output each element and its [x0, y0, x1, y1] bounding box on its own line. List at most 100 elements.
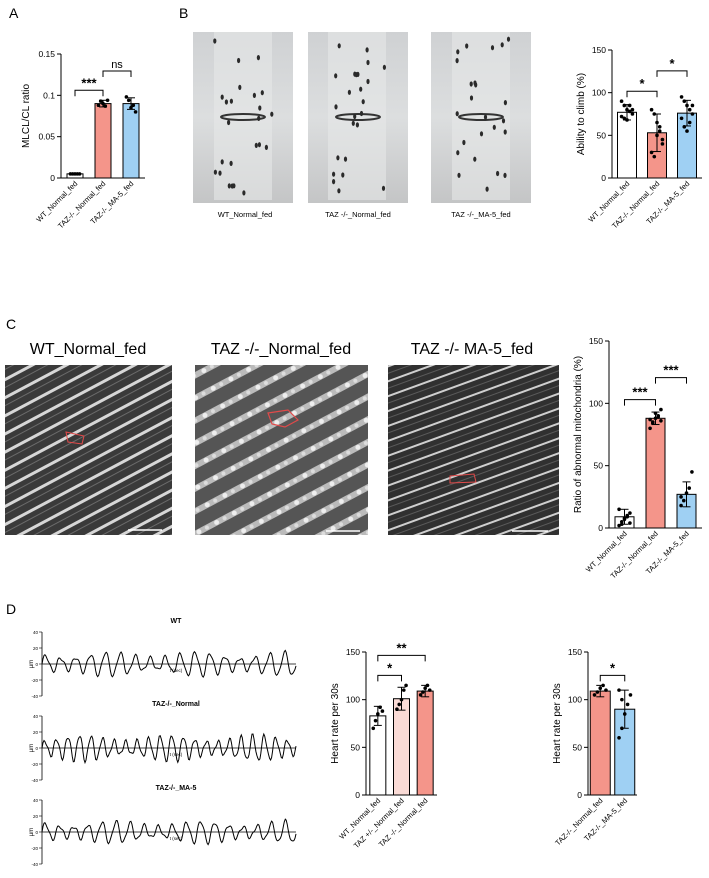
climbing-photo-3 — [431, 32, 531, 203]
data-point — [657, 129, 662, 133]
fly-mark — [469, 81, 473, 87]
data-point — [397, 702, 402, 707]
data-point — [126, 98, 131, 103]
fly-mark — [382, 64, 386, 70]
panel-letter-a: A — [9, 5, 19, 21]
y-tick-label: 150 — [346, 647, 360, 657]
fly-mark — [229, 160, 233, 166]
data-point — [404, 683, 408, 688]
fly-mark — [257, 142, 261, 148]
data-point — [687, 486, 692, 490]
trace-1: WT 40 20 0 -20 -40 μm t (sec) — [29, 618, 297, 699]
y-tick-label: 0 — [598, 523, 603, 533]
data-point — [660, 137, 665, 142]
data-point — [371, 726, 376, 731]
climbing-photo-2 — [308, 32, 408, 203]
fly-mark — [334, 104, 338, 110]
y-axis-label: Heart rate per 30s — [552, 683, 563, 764]
fly-mark — [334, 73, 338, 79]
fly-mark — [337, 43, 341, 49]
data-point — [96, 103, 101, 108]
data-point — [401, 688, 406, 692]
y-tick-label: 0.15 — [38, 49, 55, 59]
fly-mark — [260, 90, 264, 96]
data-point — [628, 511, 632, 515]
bar-3 — [122, 103, 140, 179]
y-tick-label: 50 — [351, 742, 361, 752]
data-point — [649, 150, 654, 155]
significance-label: * — [669, 56, 675, 71]
fly-mark — [359, 86, 363, 92]
trace-title: TAZ-/-_Normal — [152, 701, 200, 708]
data-point — [619, 99, 624, 103]
data-point — [105, 98, 110, 103]
em-image-2 — [195, 365, 368, 535]
fly-mark — [258, 105, 262, 111]
y-tick-label: 50 — [597, 130, 607, 140]
trace-ytick-label: -40 — [31, 694, 38, 699]
fly-mark — [242, 190, 246, 196]
fly-mark — [332, 179, 336, 185]
data-point — [77, 172, 82, 176]
fly-mark — [353, 113, 357, 120]
y-tick-label: 150 — [589, 336, 603, 346]
data-point — [630, 107, 635, 112]
significance-label: *** — [81, 75, 97, 90]
trace-ytick-label: 40 — [33, 714, 39, 719]
fly-mark — [501, 118, 506, 124]
fly-mark — [465, 43, 469, 49]
em-title-2: TAZ -/-_Normal_fed — [211, 341, 351, 358]
significance-bracket — [656, 70, 688, 77]
data-point — [418, 693, 423, 697]
bar-2 — [645, 417, 666, 529]
fly-mark — [506, 36, 511, 42]
fly-mark — [220, 159, 224, 165]
significance-bracket — [377, 674, 402, 682]
trace-waveform — [41, 818, 297, 846]
data-point — [620, 726, 624, 731]
chart-c: 0 50 100 150 Ratio of abnormal mitochondria … — [573, 336, 702, 580]
data-point — [681, 498, 686, 503]
fly-mark — [462, 139, 466, 146]
data-point — [653, 416, 658, 421]
fly-mark — [457, 172, 461, 178]
y-tick-label: 0 — [601, 173, 606, 183]
fly-mark — [252, 92, 256, 98]
trace-ylabel: μm — [29, 744, 35, 752]
data-point — [131, 103, 136, 108]
data-point — [656, 415, 661, 419]
category-label: WT_Normal_fed — [337, 796, 382, 841]
significance-bracket — [377, 654, 426, 662]
trace-xlabel: t (sec) — [170, 668, 183, 673]
data-point — [679, 495, 683, 499]
data-point — [423, 686, 427, 691]
trace-ytick-label: -40 — [31, 778, 38, 783]
fly-mark — [361, 99, 365, 105]
data-point — [101, 101, 105, 106]
data-point — [659, 407, 663, 412]
data-point — [373, 718, 378, 723]
category-label: TAZ-/-_Normal_fed — [56, 179, 107, 230]
data-point — [625, 118, 629, 122]
data-point — [619, 522, 624, 527]
bar-2 — [94, 103, 112, 179]
data-point — [425, 683, 430, 688]
bar-3 — [416, 690, 434, 796]
data-point — [619, 114, 624, 119]
data-point — [657, 125, 662, 129]
data-point — [395, 707, 399, 711]
data-point — [601, 683, 605, 688]
significance-bracket — [624, 399, 656, 406]
data-point — [684, 491, 689, 495]
data-point — [690, 470, 694, 474]
data-point — [648, 417, 652, 422]
bar-1 — [589, 690, 611, 796]
significance-bracket — [655, 377, 687, 384]
fly-mark — [270, 111, 274, 117]
em-title-3: TAZ -/- MA-5_fed — [411, 341, 533, 358]
significance-label: * — [639, 76, 645, 91]
fly-mark — [381, 185, 386, 191]
trace-waveform — [41, 732, 297, 765]
data-point — [625, 107, 629, 112]
